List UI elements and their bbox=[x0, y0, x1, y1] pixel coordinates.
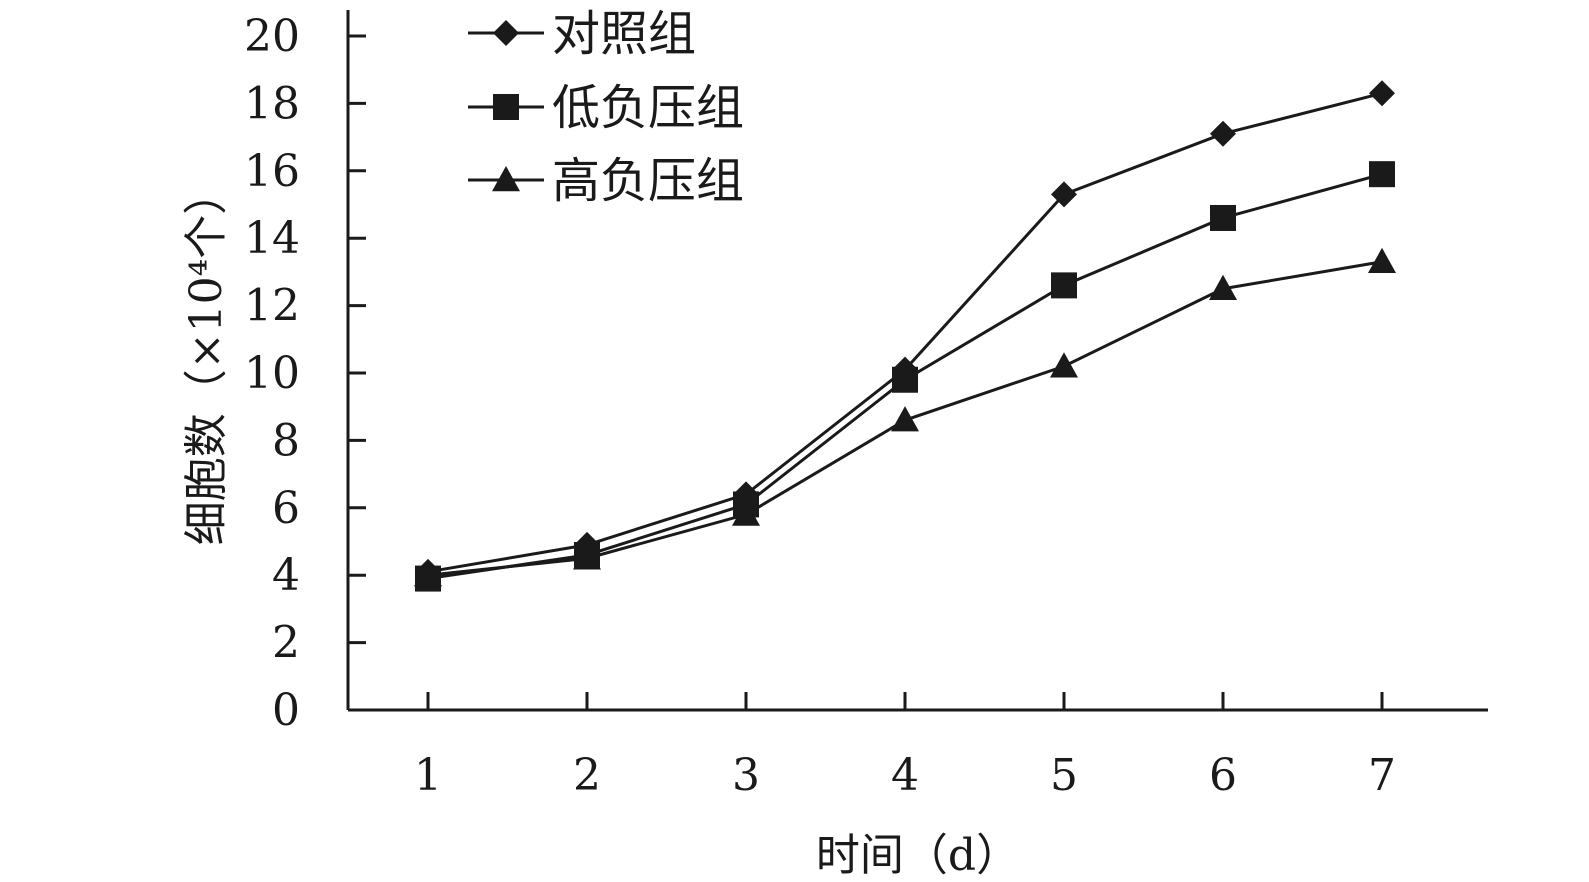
legend-marker-triangle bbox=[492, 166, 520, 192]
y-tick-label: 16 bbox=[244, 146, 300, 197]
legend-item: 高负压组 bbox=[468, 153, 744, 209]
x-ticks: 1 2 3 4 5 6 7 bbox=[414, 692, 1396, 801]
x-tick-label: 2 bbox=[573, 750, 601, 801]
legend-item: 对照组 bbox=[468, 6, 696, 62]
axes bbox=[346, 10, 1488, 712]
data-point-square bbox=[892, 366, 918, 393]
legend-label: 对照组 bbox=[552, 6, 696, 62]
data-point-triangle bbox=[1368, 247, 1396, 273]
data-point-triangle bbox=[1050, 352, 1078, 378]
y-tick-label: 20 bbox=[244, 11, 300, 62]
y-tick-label: 18 bbox=[244, 78, 300, 129]
data-point-triangle bbox=[1209, 274, 1237, 300]
y-tick-label: 0 bbox=[272, 685, 300, 736]
data-point-square bbox=[1051, 272, 1077, 299]
data-point-triangle bbox=[732, 500, 760, 526]
data-point-triangle bbox=[891, 406, 919, 432]
y-tick-label: 14 bbox=[244, 213, 300, 264]
legend-label: 高负压组 bbox=[552, 153, 744, 209]
x-tick-label: 7 bbox=[1368, 750, 1396, 801]
legend-item: 低负压组 bbox=[468, 80, 744, 136]
y-tick-label: 2 bbox=[272, 618, 300, 669]
data-point-triangle bbox=[414, 561, 442, 587]
y-tick-label: 12 bbox=[244, 281, 300, 332]
data-point-square bbox=[1369, 161, 1395, 188]
data-point-square bbox=[1210, 204, 1236, 231]
y-tick-label: 6 bbox=[272, 483, 300, 534]
legend-marker-square bbox=[493, 94, 519, 120]
series-square bbox=[415, 161, 1395, 592]
series-layer bbox=[414, 80, 1396, 592]
x-axis-title: 时间（d） bbox=[816, 830, 1020, 881]
data-point-diamond bbox=[1369, 80, 1395, 107]
x-tick-label: 6 bbox=[1209, 750, 1237, 801]
series-triangle bbox=[414, 247, 1396, 587]
y-axis-title: 细胞数（×10⁴个） bbox=[181, 171, 232, 546]
legend-label: 低负压组 bbox=[552, 80, 744, 136]
x-tick-label: 1 bbox=[414, 750, 442, 801]
x-tick-label: 5 bbox=[1050, 750, 1078, 801]
y-ticks: 0 2 4 6 8 10 12 14 16 18 20 bbox=[244, 11, 366, 736]
y-tick-label: 8 bbox=[272, 415, 300, 466]
y-tick-label: 4 bbox=[272, 550, 300, 601]
legend-marker-diamond bbox=[493, 20, 519, 46]
x-tick-label: 4 bbox=[891, 750, 919, 801]
x-tick-label: 3 bbox=[732, 750, 760, 801]
data-point-diamond bbox=[1210, 120, 1236, 147]
y-tick-label: 10 bbox=[244, 348, 300, 399]
data-point-diamond bbox=[1051, 181, 1077, 208]
data-point-triangle bbox=[573, 544, 601, 570]
